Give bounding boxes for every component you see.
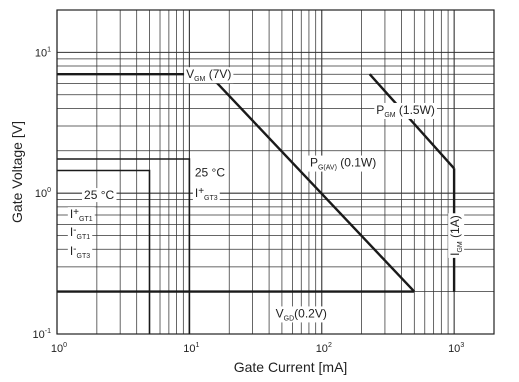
annotation-vgm: VGM (7V) <box>186 67 231 83</box>
series-line-5 <box>57 169 151 334</box>
label-background <box>192 165 228 180</box>
label-background <box>192 186 220 203</box>
x-tick-label: 103 <box>448 342 464 355</box>
annotations: VGM (7V) PGM (1.5W) PG(AV) (0.1W) IGM (1A) V… <box>67 67 465 323</box>
annotation-pgav: PG(AV) (0.1W) <box>310 156 376 172</box>
series-line-6 <box>57 158 191 334</box>
y-tick-label: 100 <box>35 187 51 200</box>
label-background <box>82 188 117 203</box>
trigger-region-boxes <box>57 158 191 334</box>
series-line-3 <box>207 73 416 293</box>
annotation-igm: IGM (1A) <box>448 213 465 258</box>
label-background <box>67 207 95 224</box>
annotation-igt1m: I-GT1 <box>70 225 90 241</box>
series-line-1 <box>368 73 455 170</box>
label-background <box>448 213 465 258</box>
label-background <box>67 243 93 260</box>
annotation-igt3p: I+GT3 <box>195 186 218 202</box>
annotation-igt3m: I-GT3 <box>70 244 90 260</box>
label-background <box>184 67 234 84</box>
x-tick-label: 101 <box>183 342 199 355</box>
grid <box>56 9 495 335</box>
plot-frame <box>56 9 495 335</box>
label-background <box>67 225 93 242</box>
x-tick-label: 100 <box>51 342 67 355</box>
label-background <box>273 306 329 323</box>
x-axis-label: Gate Current [mA] <box>234 359 348 375</box>
x-tick-label: 102 <box>316 342 332 355</box>
annotation-igm-text: IGM (1A) <box>448 215 464 256</box>
annotation-igt1p: I+GT1 <box>70 207 93 223</box>
annotation-pgm: PGM (1.5W) <box>376 103 435 119</box>
label-background <box>374 102 437 119</box>
annotation-vgd: VGD(0.2V) <box>276 306 327 322</box>
y-tick-label: 10-1 <box>33 328 52 341</box>
annotation-temp2: 25 °C <box>195 166 225 180</box>
annotation-temp1: 25 °C <box>84 188 114 202</box>
label-background <box>307 155 379 172</box>
y-axis-label: Gate Voltage [V] <box>9 121 25 223</box>
y-tick-label: 101 <box>35 46 51 59</box>
